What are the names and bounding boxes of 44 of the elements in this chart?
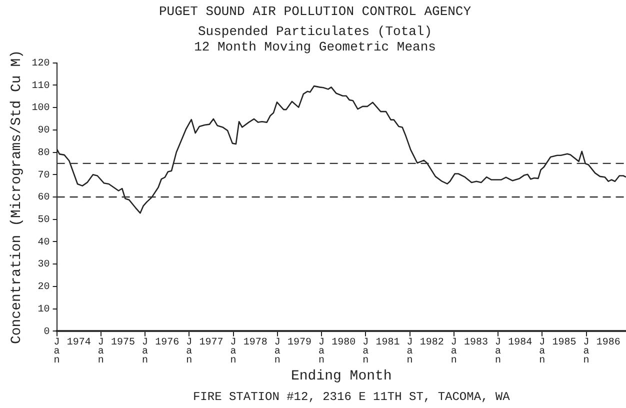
x-tick-label: Jan	[230, 337, 236, 366]
x-tick-label: 1986	[596, 337, 620, 348]
x-tick-label: 1980	[332, 337, 356, 348]
chart-subtitle: Suspended Particulates (Total) 12 Month Moving Geometric Means	[194, 24, 436, 54]
x-tick-label: Jan	[54, 337, 60, 366]
x-axis-title: Ending Month	[290, 368, 392, 384]
y-tick-label: 0	[44, 326, 50, 338]
y-tick-label: 70	[38, 170, 50, 182]
x-tick-label: Jan	[318, 337, 325, 366]
x-tick-label: 1981	[376, 337, 400, 348]
x-tick-label: 1976	[155, 337, 180, 348]
x-tick-label: 1982	[420, 337, 444, 348]
y-tick-label: 120	[32, 58, 50, 70]
y-tick-label: 20	[38, 282, 50, 294]
x-tick-label: Jan	[495, 337, 502, 366]
x-tick-label: 1985	[552, 337, 576, 348]
y-tick-label: 110	[32, 80, 50, 92]
y-tick-label: 60	[38, 192, 50, 204]
x-tick-label: 1977	[199, 337, 224, 348]
x-tick-label: Jan	[186, 337, 192, 366]
x-tick-label: 1978	[243, 337, 268, 348]
y-axis-title: Concentration (Micrograms/Std Cu M)	[9, 50, 26, 344]
x-tick-label: Jan	[362, 337, 369, 366]
x-tick-label: 1974	[66, 337, 91, 348]
y-tick-label: 90	[38, 126, 50, 137]
x-tick-label: Jan	[98, 337, 104, 366]
chart-title: PUGET SOUND AIR POLLUTION CONTROL AGENCY	[158, 4, 472, 20]
y-tick-label: 100	[32, 103, 50, 114]
x-tick-label: Jan	[583, 337, 590, 366]
x-tick-label: Jan	[406, 337, 413, 366]
y-tick-label: 80	[38, 148, 50, 159]
y-tick-label: 30	[38, 260, 50, 271]
x-tick-label: Jan	[274, 337, 280, 366]
y-tick-label: 40	[38, 237, 50, 248]
x-tick-label: Jan	[539, 337, 546, 366]
x-tick-label: Jan	[142, 337, 148, 366]
x-tick-label: 1979	[287, 337, 312, 348]
x-tick-label: 1984	[508, 337, 532, 348]
y-tick-label: 50	[38, 215, 50, 226]
x-tick-label: 1983	[464, 337, 488, 348]
x-tick-label: 1975	[110, 337, 135, 348]
y-tick-label: 10	[38, 304, 50, 316]
text: FIRE STATION #12, 2316 E 11TH ST, TACOMA, WA	[192, 390, 511, 404]
x-tick-label: Jan	[450, 337, 457, 366]
